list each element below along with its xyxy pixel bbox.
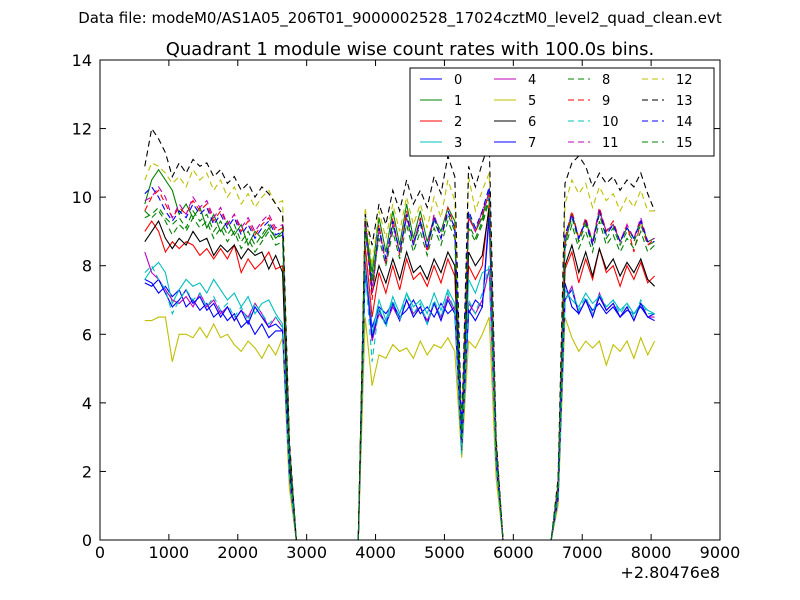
plot-frame [99,59,721,541]
x-tick-label: 8000 [631,543,672,562]
y-tick-label: 2 [82,462,92,481]
legend-label-8: 8 [602,73,610,88]
series-line-2 [144,203,655,540]
x-tick-label: 7000 [562,543,603,562]
y-tick-label: 4 [82,394,92,413]
y-tick-label: 10 [72,188,92,207]
x-offset-label: +2.80476e8 [620,563,720,582]
series-line-1 [144,168,655,540]
x-tick-label: 6000 [493,543,534,562]
series-line-0 [144,210,655,540]
legend-frame [409,67,715,157]
series-line-14 [144,186,655,540]
series-layer [144,127,656,540]
legend-label-6: 6 [528,115,536,130]
axes-layer: 0 1000 2000 3000 4000 5000 6000 7000 8000 9000 0 2 4… [72,51,741,562]
figure-suptitle: Data file: modeM0/AS1A05_206T01_90000025… [78,9,722,27]
y-tick-label: 8 [82,257,92,276]
x-tick-label: 4000 [355,543,396,562]
legend-label-0: 0 [454,73,462,88]
x-tick-label: 0 [95,543,105,562]
x-tick-label: 2000 [217,543,258,562]
chart-title: Quadrant 1 module wise count rates with … [166,39,655,60]
legend-label-14: 14 [676,115,693,130]
y-tick-label: 6 [82,325,92,344]
x-tick-label: 5000 [424,543,465,562]
legend-label-2: 2 [454,115,462,130]
x-tick-label: 3000 [286,543,327,562]
legend-label-1: 1 [454,94,462,109]
legend-label-10: 10 [602,115,619,130]
y-tick-label: 0 [82,531,92,550]
legend-label-9: 9 [602,94,610,109]
series-line-8 [144,196,655,540]
legend-label-3: 3 [454,136,462,151]
series-line-10 [144,264,655,540]
series-line-5 [144,316,656,540]
legend-label-11: 11 [602,136,619,151]
series-line-12 [144,162,655,540]
legend-label-15: 15 [676,136,693,151]
x-tick-label: 9000 [700,543,741,562]
series-line-3 [144,258,655,540]
x-tick-label: 1000 [149,543,190,562]
series-line-7 [144,217,655,540]
legend-label-4: 4 [528,73,536,88]
legend-label-12: 12 [676,73,693,88]
y-tick-label: 14 [72,51,92,70]
series-line-13 [144,127,656,540]
series-line-15 [144,200,655,540]
legend-label-7: 7 [528,136,536,151]
series-line-4 [144,251,655,540]
legend-label-13: 13 [676,94,693,109]
legend-label-5: 5 [528,94,536,109]
series-line-6 [144,207,655,540]
y-tick-label: 12 [72,120,92,139]
